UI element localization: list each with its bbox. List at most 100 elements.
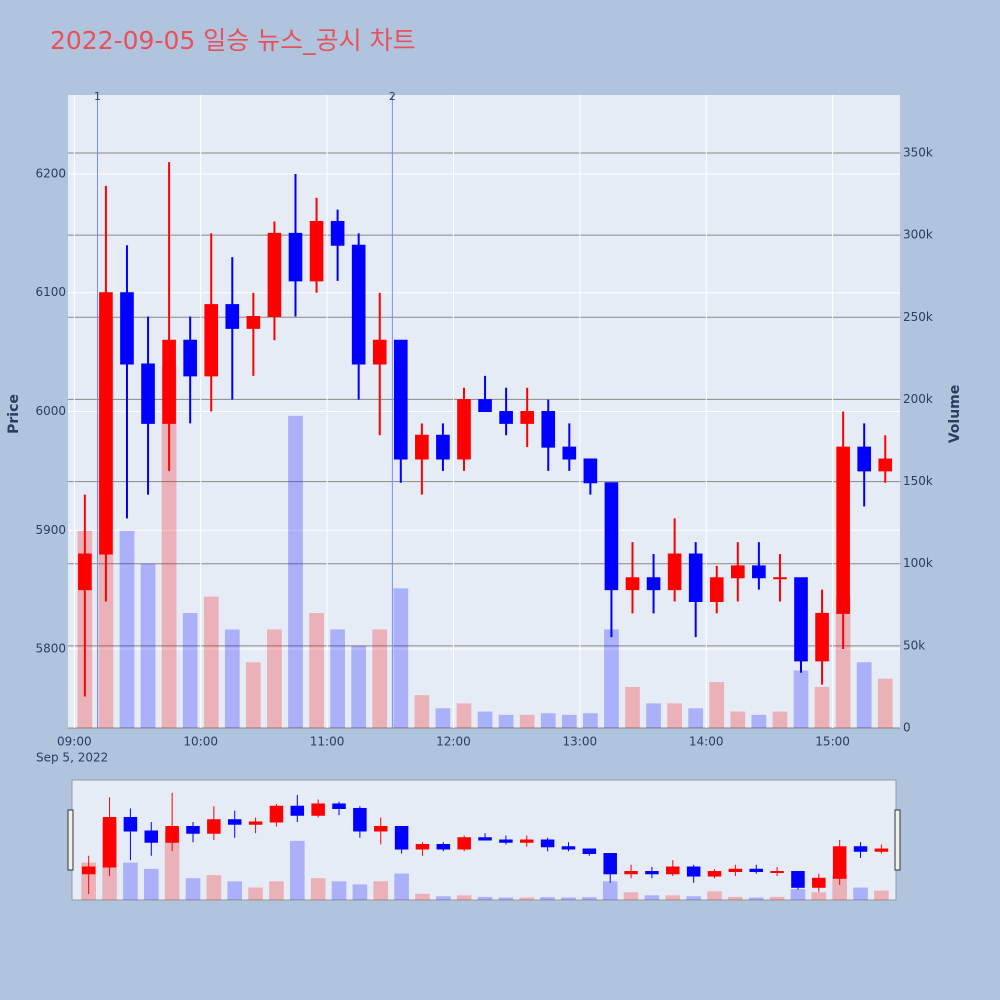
- x-tick-label: 11:00: [310, 735, 345, 749]
- slider-candle-body: [478, 837, 492, 841]
- candle-body: [794, 577, 808, 662]
- slider-volume-bar: [227, 881, 243, 900]
- slider-candle-body: [686, 866, 701, 877]
- slider-candle-body: [123, 816, 138, 832]
- y2-tick-label: 50k: [903, 638, 925, 652]
- volume-bar: [245, 662, 261, 728]
- volume-bar: [119, 530, 135, 728]
- slider-volume-bar: [644, 895, 660, 900]
- x-tick-label: 09:00: [57, 735, 92, 749]
- y2-tick-label: 0: [903, 721, 911, 735]
- chart-title: 2022-09-05 일승 뉴스_공시 차트: [50, 26, 416, 55]
- slider-volume-bar: [686, 896, 701, 900]
- candle-body: [857, 446, 872, 472]
- slider-volume-bar: [582, 897, 597, 900]
- slider-volume-bar: [811, 892, 827, 900]
- slider-candle-body: [603, 853, 617, 875]
- volume-bar: [393, 588, 409, 728]
- volume-bar: [582, 713, 598, 728]
- slider-candle-body: [269, 805, 284, 823]
- candle-body: [330, 220, 345, 246]
- slider-volume-bar: [477, 896, 493, 900]
- candle-body: [499, 411, 513, 424]
- candle-body: [583, 458, 598, 484]
- candle-body: [99, 292, 113, 555]
- candle-body: [752, 565, 766, 579]
- slider-candle-body: [165, 825, 179, 843]
- slider-candle-body: [290, 805, 305, 816]
- volume-bar: [540, 713, 556, 728]
- slider-volume-bar: [519, 897, 535, 900]
- slider-candle-body: [874, 848, 889, 852]
- volume-bar: [772, 711, 788, 728]
- slider-handle[interactable]: [894, 809, 901, 871]
- candle-body: [478, 399, 492, 413]
- slider-candle-body: [436, 844, 451, 850]
- volume-bar: [203, 596, 219, 728]
- volume-bar: [498, 714, 514, 728]
- slider-candle-body: [791, 871, 805, 888]
- y-axis-title: Price: [6, 394, 22, 434]
- x-tick-label: 12:00: [436, 735, 471, 749]
- candle-body: [351, 244, 366, 365]
- volume-bar: [267, 629, 282, 728]
- y2-tick-label: 250k: [903, 310, 933, 324]
- candle-body: [604, 482, 619, 591]
- volume-bar: [414, 695, 430, 728]
- slider-volume-bar: [498, 897, 514, 900]
- volume-bar: [709, 681, 725, 728]
- slider-handle[interactable]: [67, 809, 74, 871]
- y2-tick-label: 100k: [903, 556, 933, 570]
- x-tick-label: 14:00: [689, 735, 724, 749]
- slider-volume-bar: [352, 884, 368, 900]
- slider-volume-bar: [540, 897, 555, 900]
- volume-bar: [793, 670, 809, 728]
- volume-bar: [224, 629, 240, 728]
- slider-volume-bar: [707, 891, 722, 900]
- y2-tick-label: 150k: [903, 474, 933, 488]
- slider-candle-body: [311, 803, 325, 816]
- slider-candle-body: [728, 868, 743, 873]
- slider-candle-body: [853, 846, 868, 852]
- candle-body: [120, 292, 134, 365]
- x-tick-label: 10:00: [183, 735, 218, 749]
- slider-volume-bar: [436, 896, 451, 900]
- candle-body: [773, 577, 787, 580]
- candle-body: [225, 304, 240, 329]
- candle-body: [878, 458, 893, 472]
- candle-body: [393, 339, 408, 460]
- y-tick-label: 6100: [35, 285, 66, 299]
- candle-body: [541, 411, 556, 448]
- candle-body: [78, 553, 92, 591]
- candle-body: [204, 304, 219, 377]
- slider-volume-bar: [269, 881, 284, 900]
- candle-body: [309, 220, 324, 282]
- slider-volume-bar: [561, 897, 576, 900]
- volume-bar: [730, 711, 746, 728]
- slider-candle-body: [102, 816, 117, 868]
- slider-volume-bar: [665, 895, 681, 900]
- volume-bar: [309, 612, 324, 728]
- volume-bar: [751, 714, 767, 728]
- volume-bar: [667, 703, 682, 728]
- slider-candle-body: [373, 825, 388, 832]
- volume-bar: [330, 629, 345, 728]
- slider-volume-bar: [623, 892, 639, 900]
- candle-body: [709, 577, 724, 603]
- slider-candle-body: [227, 819, 242, 825]
- slider-volume-bar: [123, 862, 138, 900]
- candle-body: [688, 553, 703, 603]
- volume-bar: [688, 708, 704, 728]
- candle-body: [730, 565, 745, 579]
- slider-candle-body: [645, 871, 659, 875]
- candle-body: [288, 232, 303, 282]
- x-tick-label: 13:00: [563, 735, 598, 749]
- slider-volume-bar: [248, 887, 263, 900]
- annotation-label: 2: [389, 90, 396, 103]
- candle-body: [183, 339, 197, 377]
- candle-body: [836, 446, 850, 614]
- slider-volume-bar: [456, 895, 472, 900]
- slider-candle-body: [540, 839, 555, 848]
- volume-bar: [372, 629, 388, 728]
